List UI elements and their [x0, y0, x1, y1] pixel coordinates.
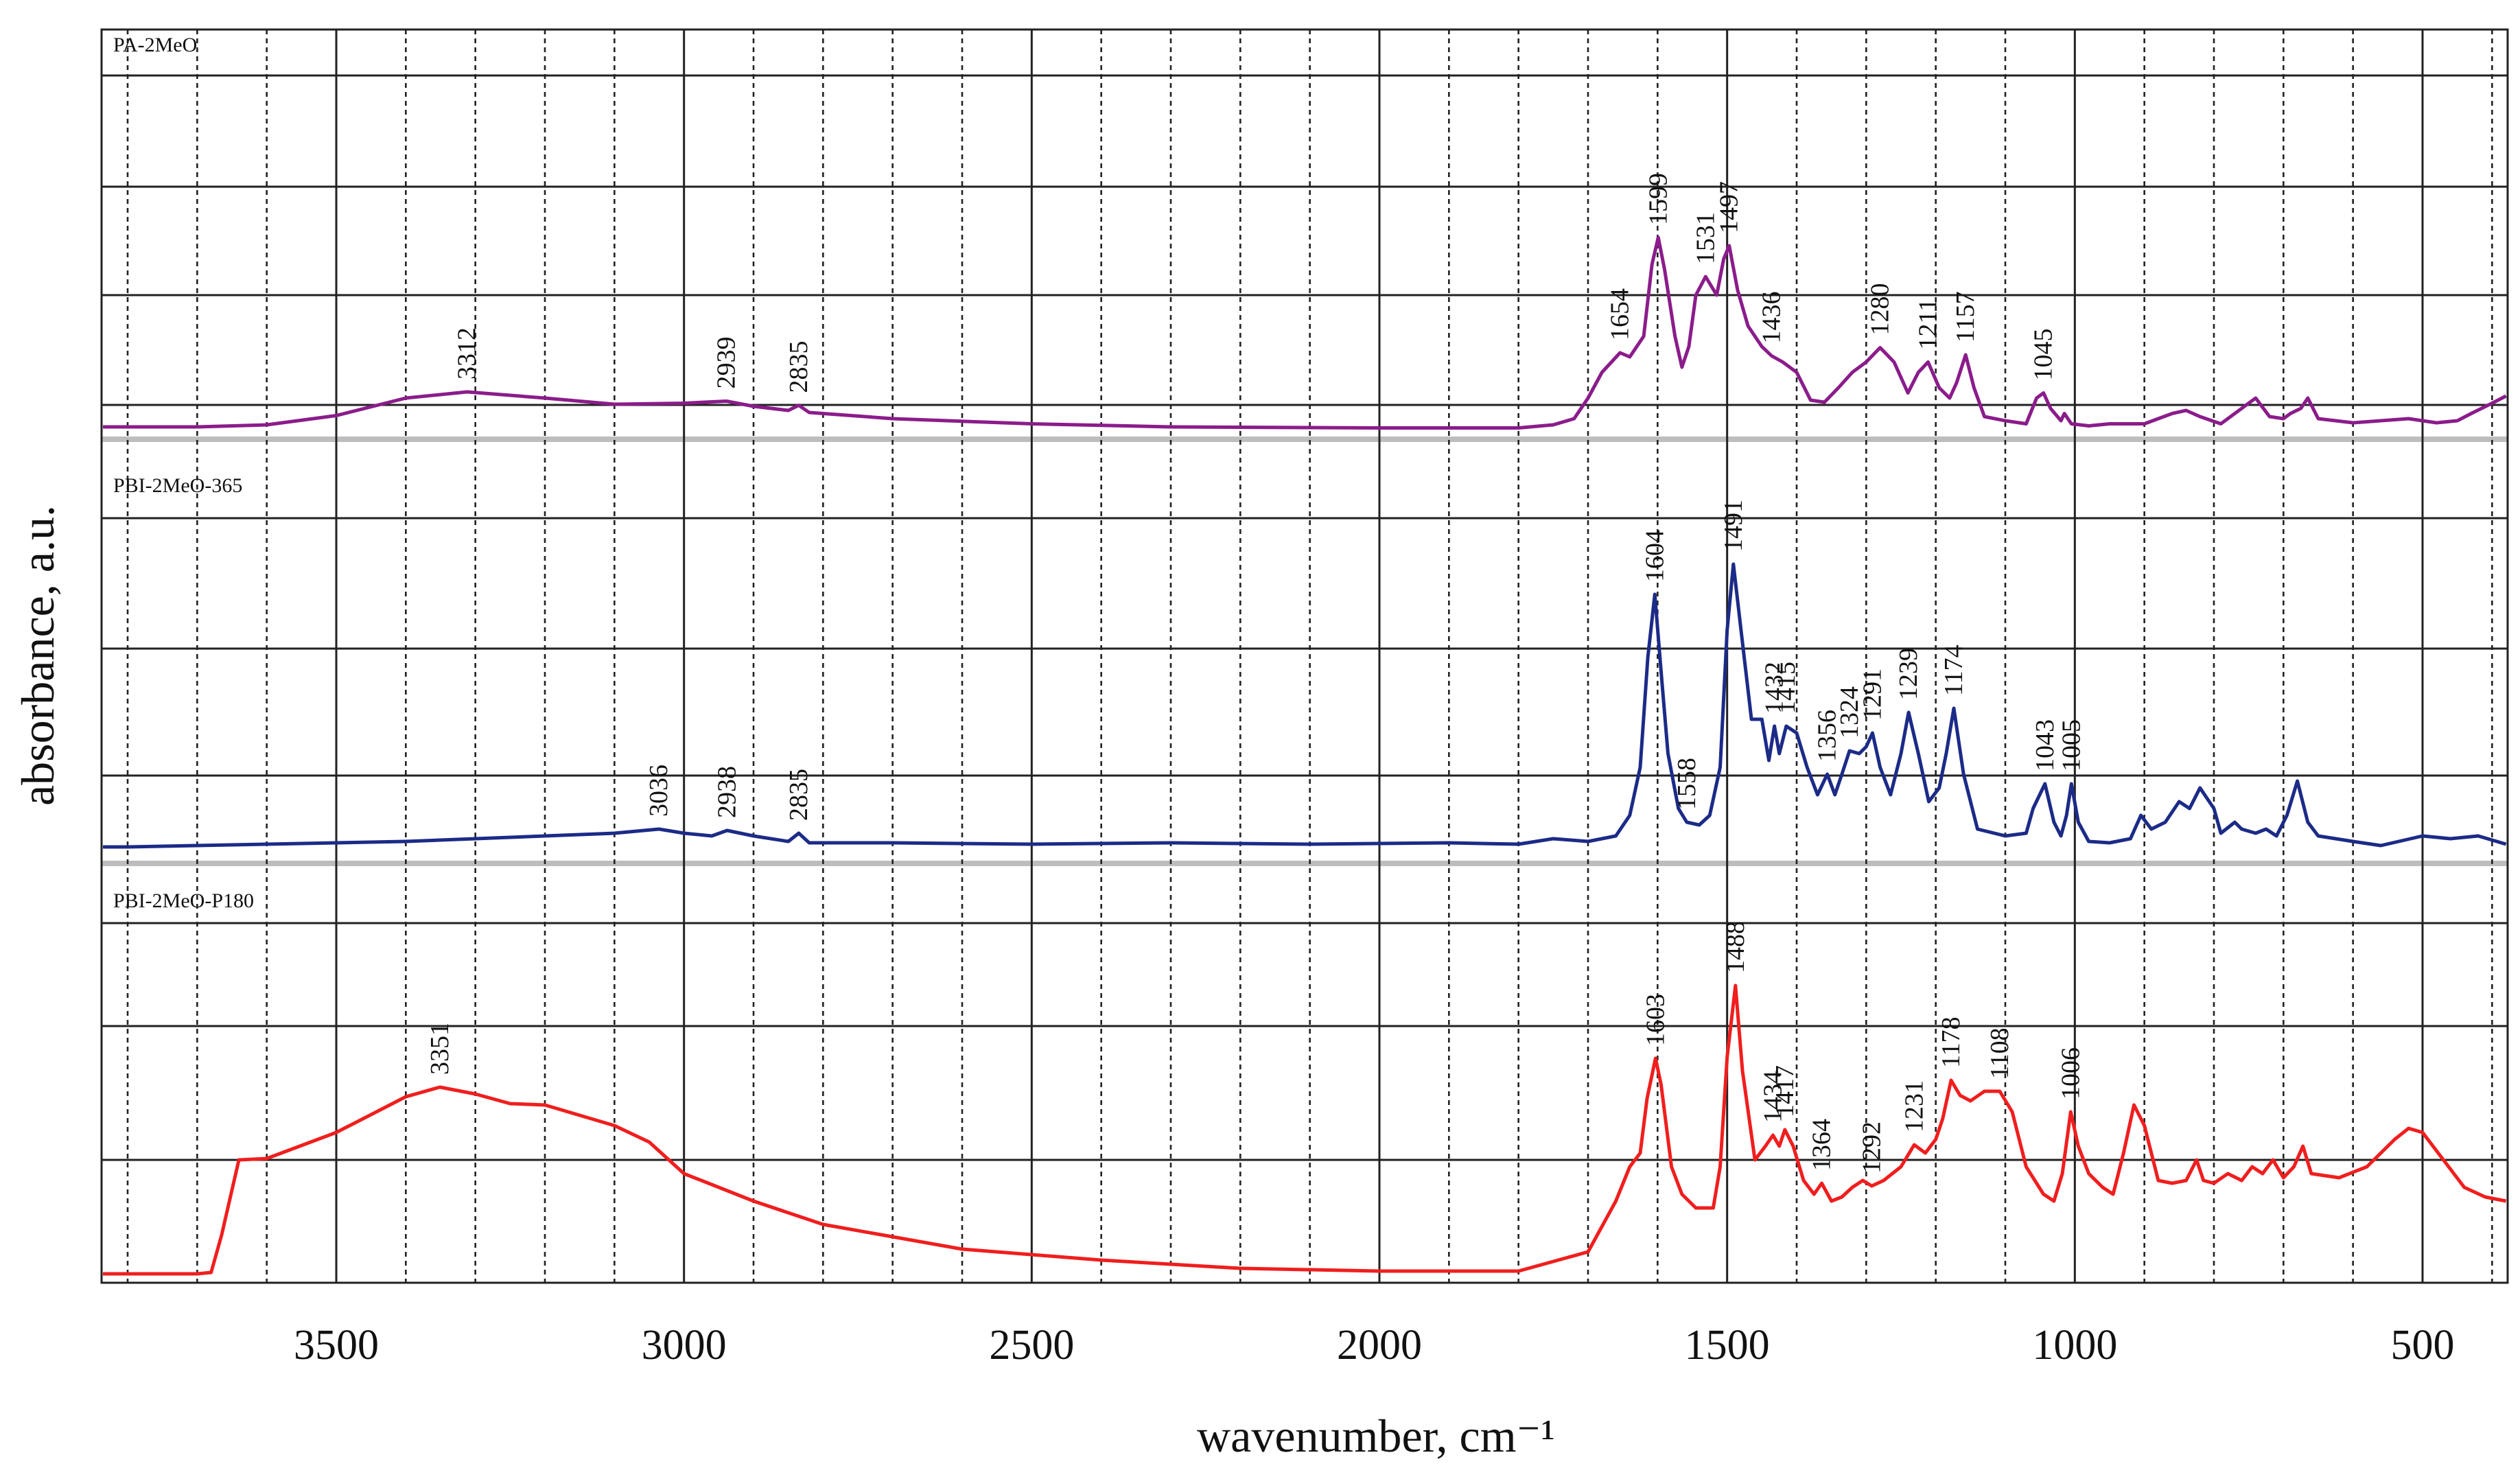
- peak-label: 1239: [1894, 648, 1923, 700]
- peak-label: 3036: [644, 765, 673, 817]
- peak-label: 1497: [1715, 181, 1744, 233]
- peak-label: 1558: [1672, 758, 1701, 810]
- peak-label: 1356: [1813, 710, 1842, 762]
- plot-frame: [100, 28, 2509, 1284]
- peak-label: 1434: [1759, 1071, 1788, 1123]
- peak-label: 1415: [1772, 662, 1801, 714]
- peak-label: 1604: [1640, 530, 1669, 582]
- peak-label: 3351: [425, 1023, 454, 1075]
- peak-label: 2835: [784, 769, 813, 821]
- x-tick-label: 2500: [989, 1322, 1074, 1369]
- peak-label: 1364: [1808, 1119, 1836, 1171]
- spectrum-line-3: [103, 984, 2507, 1276]
- y-axis-label: absorbance, a.u.: [12, 505, 64, 806]
- peak-label: 1108: [1985, 1027, 2014, 1079]
- peak-label: 1417: [1771, 1065, 1799, 1117]
- peak-label: 1654: [1606, 288, 1635, 340]
- peak-label: 1174: [1939, 644, 1968, 696]
- peak-label: 1178: [1937, 1016, 1965, 1068]
- peak-label: 1491: [1719, 500, 1748, 552]
- peak-label: 1043: [2031, 719, 2060, 771]
- peak-label: 1006: [2056, 1047, 2085, 1100]
- peak-label: 1531: [1691, 212, 1720, 264]
- peak-label: 1432: [1760, 662, 1789, 714]
- x-tick-label: 500: [2391, 1322, 2455, 1369]
- x-tick-label: 1500: [1685, 1322, 1770, 1369]
- peak-label: 2938: [713, 766, 742, 818]
- peak-label: 1488: [1721, 921, 1750, 973]
- x-tick-label: 2000: [1337, 1322, 1422, 1369]
- peak-label: 1324: [1835, 686, 1864, 738]
- panel-title: PBI-2MeO-P180: [113, 889, 254, 912]
- panel-title: PBI-2MeO-365: [113, 474, 242, 497]
- peak-label: 2835: [784, 341, 813, 393]
- peak-label: 3312: [453, 327, 482, 380]
- peak-label: 1599: [1644, 173, 1672, 225]
- spectrum-line-2: [103, 562, 2507, 849]
- peak-label: 1005: [2057, 719, 2086, 771]
- x-tick-label: 1000: [2032, 1322, 2117, 1369]
- spectrum-line-1: [103, 235, 2507, 430]
- peak-label: 1157: [1951, 291, 1980, 342]
- peak-label: 2939: [712, 337, 741, 389]
- x-tick-label: 3500: [294, 1322, 379, 1369]
- peak-label: 1231: [1900, 1080, 1928, 1132]
- spectra-layer: [103, 235, 2507, 1276]
- peak-label: 1292: [1857, 1121, 1886, 1174]
- x-tick-label: 3000: [642, 1322, 727, 1369]
- x-axis-label: wavenumber, cm⁻¹: [1197, 1410, 1555, 1462]
- grid-layer: [102, 30, 2508, 1283]
- peak-label: 1603: [1641, 994, 1670, 1046]
- peak-label: 1211: [1914, 299, 1943, 350]
- peak-label: 1436: [1758, 292, 1786, 344]
- peak-label: 1291: [1858, 668, 1887, 721]
- x-tick-layer: 3500 3000 2500 2000 1500 1000 500: [294, 1322, 2455, 1369]
- peak-label: 1045: [2029, 329, 2058, 381]
- panel-title: PA-2MeO: [113, 34, 197, 56]
- peak-label: 1280: [1866, 283, 1895, 336]
